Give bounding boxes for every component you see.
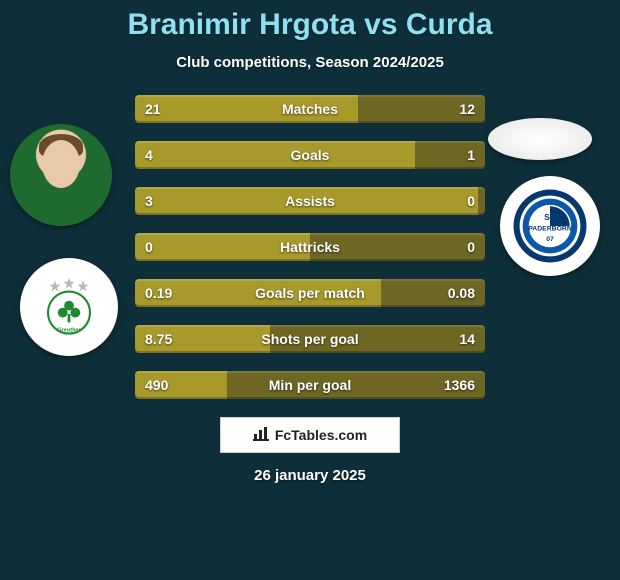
page-title: Branimir Hrgota vs Curda (0, 0, 620, 42)
club2-icon: SC PADERBORN 07 (512, 188, 588, 264)
svg-text:PADERBORN: PADERBORN (528, 226, 572, 233)
stat-value-left: 3 (145, 187, 153, 215)
svg-text:Greuther: Greuther (57, 328, 81, 334)
stat-value-left: 490 (145, 371, 168, 399)
page-subtitle: Club competitions, Season 2024/2025 (0, 54, 620, 71)
brand-box[interactable]: FcTables.com (220, 417, 400, 453)
stat-value-right: 1366 (444, 371, 475, 399)
date-label: 26 january 2025 (0, 467, 620, 484)
player2-avatar (488, 118, 592, 160)
svg-text:SC: SC (544, 212, 556, 222)
brand-chart-icon (253, 427, 269, 444)
stat-value-left: 0.19 (145, 279, 172, 307)
stat-row: Hattricks00 (135, 233, 485, 261)
player1-avatar-face (42, 140, 80, 188)
stat-row: Goals41 (135, 141, 485, 169)
brand-label: FcTables.com (275, 427, 367, 443)
stat-bar-left (135, 233, 310, 261)
player1-avatar (10, 124, 112, 226)
svg-text:07: 07 (546, 236, 554, 243)
stat-row: Min per goal4901366 (135, 371, 485, 399)
stats-bars: Matches2112Goals41Assists30Hattricks00Go… (135, 95, 485, 399)
stat-value-left: 8.75 (145, 325, 172, 353)
stat-value-right: 14 (459, 325, 475, 353)
stat-value-right: 0 (467, 233, 475, 261)
stat-row: Assists30 (135, 187, 485, 215)
stat-value-left: 0 (145, 233, 153, 261)
stat-row: Shots per goal8.7514 (135, 325, 485, 353)
stat-value-right: 1 (467, 141, 475, 169)
stat-bar-left (135, 187, 478, 215)
stat-value-right: 0.08 (448, 279, 475, 307)
stat-value-right: 0 (467, 187, 475, 215)
club1-icon: Greuther (34, 272, 104, 342)
stat-value-left: 4 (145, 141, 153, 169)
stat-bar-right (478, 187, 485, 215)
stat-bar-right (270, 325, 485, 353)
stat-row: Goals per match0.190.08 (135, 279, 485, 307)
player1-club-badge: Greuther (20, 258, 118, 356)
stat-bar-left (135, 95, 358, 123)
stat-bar-right (310, 233, 485, 261)
player2-club-badge: SC PADERBORN 07 (500, 176, 600, 276)
stat-row: Matches2112 (135, 95, 485, 123)
stat-value-right: 12 (459, 95, 475, 123)
stat-value-left: 21 (145, 95, 161, 123)
stat-bar-left (135, 141, 415, 169)
